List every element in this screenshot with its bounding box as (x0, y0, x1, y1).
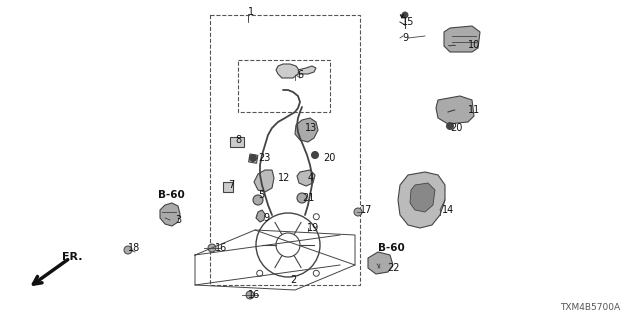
Polygon shape (410, 183, 435, 212)
Text: 2: 2 (290, 275, 296, 285)
Text: 22: 22 (387, 263, 399, 273)
Circle shape (312, 151, 319, 158)
Text: 7: 7 (228, 180, 234, 190)
Polygon shape (254, 170, 274, 192)
Bar (230, 137, 244, 147)
Bar (238, 60, 330, 112)
Text: 4: 4 (308, 173, 314, 183)
Text: 20: 20 (450, 123, 462, 133)
Text: 10: 10 (468, 40, 480, 50)
Circle shape (354, 208, 362, 216)
Text: 17: 17 (360, 205, 372, 215)
Text: TXM4B5700A: TXM4B5700A (560, 303, 620, 312)
Text: 16: 16 (215, 243, 227, 253)
Text: 14: 14 (442, 205, 454, 215)
Polygon shape (297, 170, 315, 186)
Circle shape (250, 155, 257, 162)
Polygon shape (368, 252, 393, 274)
Polygon shape (295, 118, 318, 142)
Circle shape (402, 12, 408, 18)
Text: 16: 16 (248, 290, 260, 300)
Polygon shape (398, 172, 445, 228)
Polygon shape (160, 203, 180, 226)
Text: 18: 18 (128, 243, 140, 253)
Text: 19: 19 (307, 223, 319, 233)
Text: 12: 12 (278, 173, 291, 183)
Text: 9: 9 (402, 33, 408, 43)
Bar (223, 182, 233, 192)
Polygon shape (436, 96, 474, 124)
Text: 20: 20 (323, 153, 335, 163)
Text: 21: 21 (302, 193, 314, 203)
Text: 23: 23 (258, 153, 270, 163)
Polygon shape (298, 66, 316, 74)
Text: 1: 1 (248, 7, 254, 17)
Text: 8: 8 (235, 135, 241, 145)
Text: FR.: FR. (62, 252, 83, 262)
Text: 5: 5 (258, 190, 264, 200)
Text: B-60: B-60 (378, 243, 404, 253)
Circle shape (124, 246, 132, 254)
Text: 11: 11 (468, 105, 480, 115)
Bar (210, 15, 360, 285)
Text: 9: 9 (263, 213, 269, 223)
Circle shape (447, 123, 454, 130)
Text: 3: 3 (175, 215, 181, 225)
Text: 13: 13 (305, 123, 317, 133)
Circle shape (253, 195, 263, 205)
Text: B-60: B-60 (158, 190, 185, 200)
Polygon shape (276, 64, 299, 78)
Text: 15: 15 (402, 17, 414, 27)
Text: 6: 6 (297, 70, 303, 80)
Circle shape (208, 244, 216, 252)
Polygon shape (444, 26, 480, 52)
Bar (248, 154, 258, 163)
Circle shape (297, 193, 307, 203)
Circle shape (246, 291, 254, 299)
Polygon shape (256, 210, 265, 222)
